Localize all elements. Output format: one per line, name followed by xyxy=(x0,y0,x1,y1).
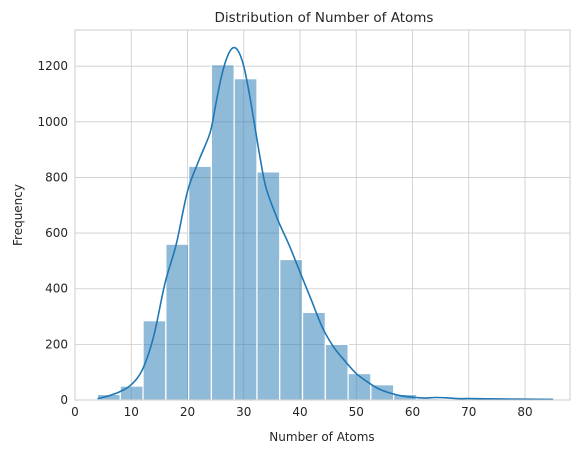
histogram-bar xyxy=(256,171,281,401)
y-tick-label: 600 xyxy=(45,226,68,240)
x-tick-label: 20 xyxy=(180,405,195,419)
histogram-bar xyxy=(188,165,213,401)
y-tick-label: 800 xyxy=(45,170,68,184)
x-tick-label: 80 xyxy=(517,405,532,419)
histogram-bar xyxy=(210,64,235,401)
x-tick-label: 30 xyxy=(236,405,251,419)
y-tick-label: 0 xyxy=(60,393,68,407)
y-tick-label: 1200 xyxy=(37,59,68,73)
y-tick-label: 400 xyxy=(45,282,68,296)
kde-curve xyxy=(97,46,554,401)
x-tick-label: 60 xyxy=(405,405,420,419)
histogram-bars xyxy=(96,64,554,401)
histogram-bar xyxy=(119,385,144,401)
x-tick-label: 70 xyxy=(461,405,476,419)
x-tick-label: 40 xyxy=(292,405,307,419)
x-axis-label: Number of Atoms xyxy=(269,430,374,444)
y-tick-label: 1000 xyxy=(37,115,68,129)
histogram-bar xyxy=(324,343,349,401)
histogram-bar xyxy=(347,372,372,401)
x-tick-label: 10 xyxy=(124,405,139,419)
kde-curve-group xyxy=(97,46,554,401)
plot-frame xyxy=(74,29,571,401)
chart-title: Distribution of Number of Atoms xyxy=(215,10,434,26)
x-tick-label: 0 xyxy=(71,405,79,419)
histogram-bar xyxy=(233,78,258,401)
x-tick-label: 50 xyxy=(349,405,364,419)
y-tick-labels: 0 200 400 600 800 1000 1200 xyxy=(37,59,68,407)
histogram-bar xyxy=(279,258,304,401)
y-axis-label: Frequency xyxy=(11,184,25,246)
y-tick-label: 200 xyxy=(45,337,68,351)
x-tick-labels: 0 10 20 30 40 50 60 70 80 xyxy=(71,405,532,419)
